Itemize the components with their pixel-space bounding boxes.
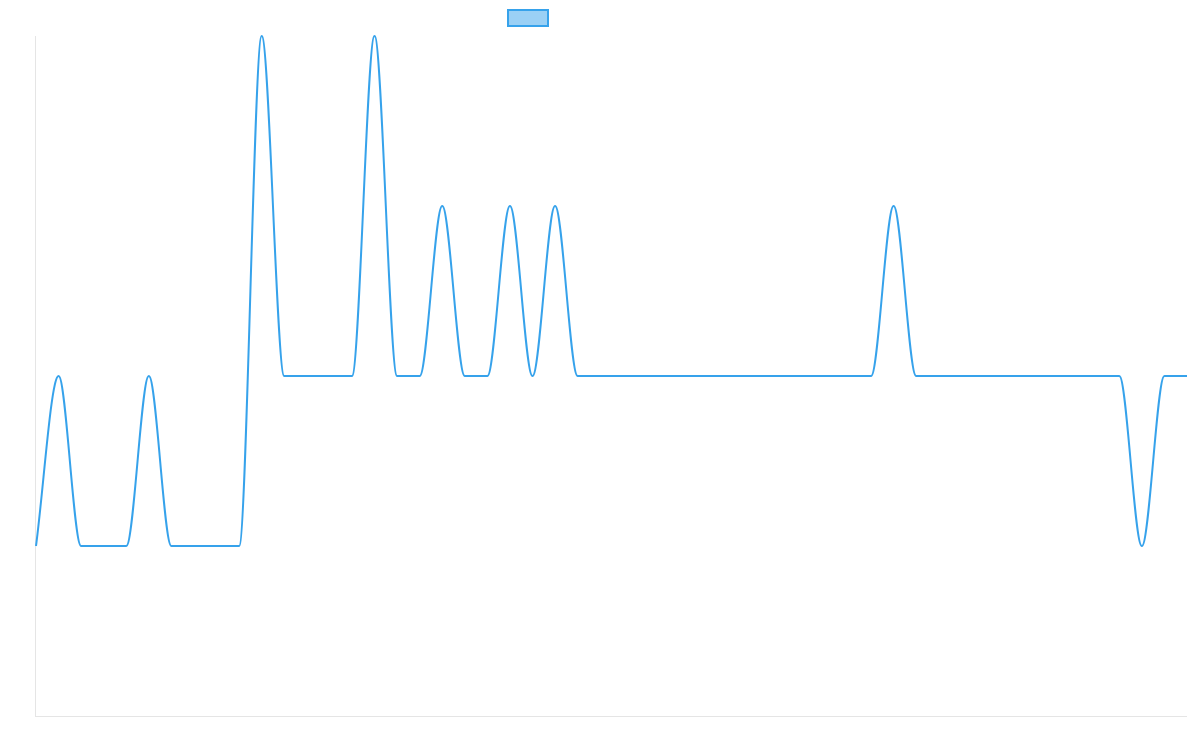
legend[interactable] (507, 9, 549, 27)
series-line-1[interactable] (35, 35, 1187, 547)
legend-swatch-series-1[interactable] (507, 9, 549, 27)
